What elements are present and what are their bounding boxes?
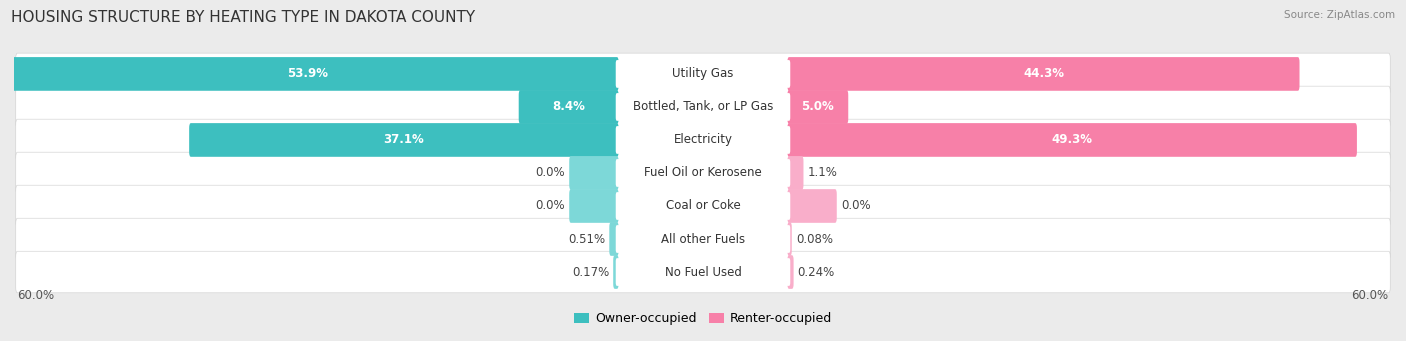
- Text: Electricity: Electricity: [673, 133, 733, 147]
- FancyBboxPatch shape: [0, 57, 619, 91]
- Text: 60.0%: 60.0%: [17, 289, 55, 302]
- FancyBboxPatch shape: [569, 156, 619, 190]
- Text: Utility Gas: Utility Gas: [672, 68, 734, 80]
- Text: 37.1%: 37.1%: [384, 133, 425, 147]
- Text: 0.24%: 0.24%: [797, 266, 835, 279]
- Text: 44.3%: 44.3%: [1024, 68, 1064, 80]
- FancyBboxPatch shape: [15, 185, 1391, 227]
- Text: 0.08%: 0.08%: [796, 233, 832, 246]
- Text: HOUSING STRUCTURE BY HEATING TYPE IN DAKOTA COUNTY: HOUSING STRUCTURE BY HEATING TYPE IN DAK…: [11, 10, 475, 25]
- Text: 0.0%: 0.0%: [536, 166, 565, 179]
- FancyBboxPatch shape: [616, 126, 790, 154]
- Text: Coal or Coke: Coal or Coke: [665, 199, 741, 212]
- FancyBboxPatch shape: [787, 255, 793, 289]
- FancyBboxPatch shape: [613, 255, 619, 289]
- FancyBboxPatch shape: [616, 60, 790, 88]
- FancyBboxPatch shape: [15, 251, 1391, 293]
- FancyBboxPatch shape: [787, 123, 1357, 157]
- FancyBboxPatch shape: [15, 152, 1391, 194]
- FancyBboxPatch shape: [15, 86, 1391, 128]
- FancyBboxPatch shape: [15, 53, 1391, 95]
- Text: 0.51%: 0.51%: [568, 233, 606, 246]
- Text: 53.9%: 53.9%: [287, 68, 328, 80]
- FancyBboxPatch shape: [609, 222, 619, 256]
- FancyBboxPatch shape: [787, 57, 1299, 91]
- Text: 0.17%: 0.17%: [572, 266, 609, 279]
- FancyBboxPatch shape: [787, 90, 848, 124]
- FancyBboxPatch shape: [15, 218, 1391, 260]
- FancyBboxPatch shape: [519, 90, 619, 124]
- Text: All other Fuels: All other Fuels: [661, 233, 745, 246]
- FancyBboxPatch shape: [616, 258, 790, 286]
- FancyBboxPatch shape: [787, 189, 837, 223]
- Text: 60.0%: 60.0%: [1351, 289, 1389, 302]
- Text: Bottled, Tank, or LP Gas: Bottled, Tank, or LP Gas: [633, 101, 773, 114]
- FancyBboxPatch shape: [787, 222, 792, 256]
- Text: 49.3%: 49.3%: [1052, 133, 1092, 147]
- Text: Source: ZipAtlas.com: Source: ZipAtlas.com: [1284, 10, 1395, 20]
- Text: 0.0%: 0.0%: [841, 199, 870, 212]
- FancyBboxPatch shape: [616, 225, 790, 253]
- Text: Fuel Oil or Kerosene: Fuel Oil or Kerosene: [644, 166, 762, 179]
- FancyBboxPatch shape: [190, 123, 619, 157]
- FancyBboxPatch shape: [616, 93, 790, 121]
- FancyBboxPatch shape: [15, 119, 1391, 161]
- FancyBboxPatch shape: [787, 156, 803, 190]
- FancyBboxPatch shape: [616, 159, 790, 187]
- FancyBboxPatch shape: [616, 192, 790, 220]
- Text: No Fuel Used: No Fuel Used: [665, 266, 741, 279]
- Text: 1.1%: 1.1%: [807, 166, 838, 179]
- Legend: Owner-occupied, Renter-occupied: Owner-occupied, Renter-occupied: [568, 307, 838, 330]
- Text: 8.4%: 8.4%: [553, 101, 585, 114]
- Text: 0.0%: 0.0%: [536, 199, 565, 212]
- Text: 5.0%: 5.0%: [801, 101, 834, 114]
- FancyBboxPatch shape: [569, 189, 619, 223]
